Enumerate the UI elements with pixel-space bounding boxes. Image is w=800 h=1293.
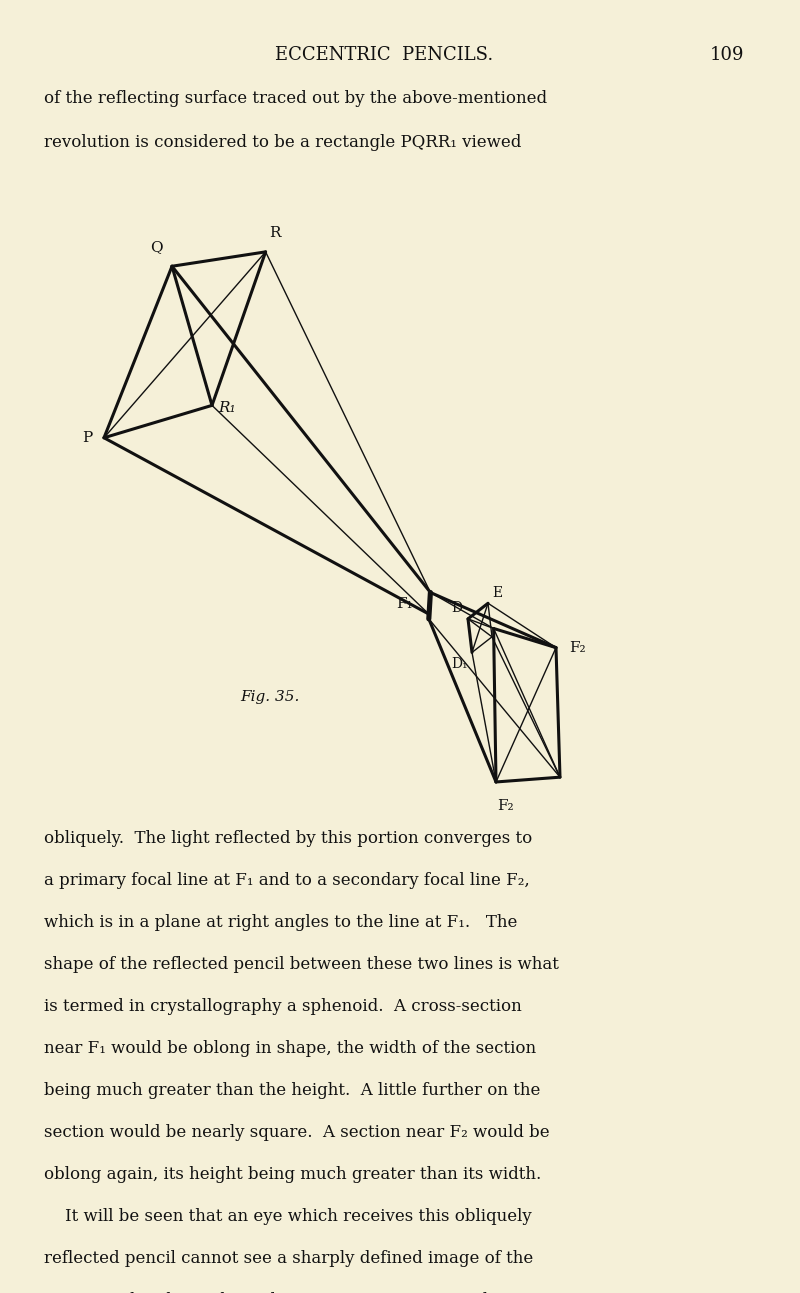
Text: is termed in crystallography a sphenoid.  A cross-section: is termed in crystallography a sphenoid.… [44,998,522,1015]
Text: shape of the reflected pencil between these two lines is what: shape of the reflected pencil between th… [44,956,559,972]
Text: being much greater than the height.  A little further on the: being much greater than the height. A li… [44,1082,540,1099]
Text: Q: Q [150,240,162,255]
Text: oblong again, its height being much greater than its width.: oblong again, its height being much grea… [44,1166,542,1183]
Text: revolution is considered to be a rectangle PQRR₁ viewed: revolution is considered to be a rectang… [44,134,522,151]
Text: R₁: R₁ [218,401,236,415]
Text: D: D [451,601,462,615]
Text: Fig. 35.: Fig. 35. [240,689,299,703]
Text: point S.  The place where the rays are nearest together is: point S. The place where the rays are ne… [44,1292,530,1293]
Text: 109: 109 [710,45,744,63]
Text: It will be seen that an eye which receives this obliquely: It will be seen that an eye which receiv… [44,1208,532,1224]
Text: section would be nearly square.  A section near F₂ would be: section would be nearly square. A sectio… [44,1124,550,1140]
Text: F₂: F₂ [569,640,586,654]
Text: of the reflecting surface traced out by the above-mentioned: of the reflecting surface traced out by … [44,91,547,107]
Text: obliquely.  The light reflected by this portion converges to: obliquely. The light reflected by this p… [44,830,532,847]
Text: E: E [492,586,502,600]
Text: F₁: F₁ [396,597,413,612]
Text: which is in a plane at right angles to the line at F₁.   The: which is in a plane at right angles to t… [44,914,518,931]
Text: R: R [270,226,281,240]
Text: ECCENTRIC  PENCILS.: ECCENTRIC PENCILS. [275,45,493,63]
Text: D₁: D₁ [451,657,468,671]
Text: P: P [82,431,92,445]
Text: reflected pencil cannot see a sharply defined image of the: reflected pencil cannot see a sharply de… [44,1250,534,1267]
Text: a primary focal line at F₁ and to a secondary focal line F₂,: a primary focal line at F₁ and to a seco… [44,871,530,888]
Text: near F₁ would be oblong in shape, the width of the section: near F₁ would be oblong in shape, the wi… [44,1040,536,1056]
Text: F₂: F₂ [498,799,514,813]
